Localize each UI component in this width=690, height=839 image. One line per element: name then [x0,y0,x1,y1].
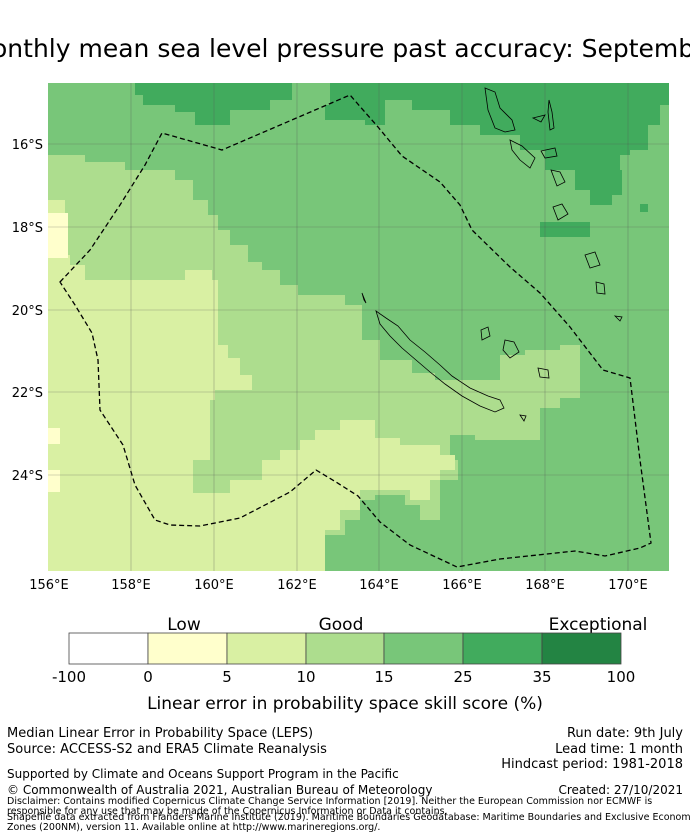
colorbar-swatches [68,632,622,665]
eez-boundary [59,94,652,568]
colorbar-tick: 10 [296,668,315,686]
map-title: onthly mean sea level pressure past accu… [0,34,690,63]
colorbar-tick: 15 [374,668,393,686]
product-description: Median Linear Error in Probability Space… [7,726,314,741]
skill-map: 16°S 18°S 20°S 22°S 24°S 156°E 158°E 160… [12,83,669,593]
disclaimer-line: Shapefile data extracted from Flanders M… [7,812,690,823]
lat-label: 24°S [12,469,43,484]
lat-label: 22°S [12,386,43,401]
data-source: Source: ACCESS-S2 and ERA5 Climate Reana… [7,742,327,757]
lon-label: 158°E [111,578,151,593]
support-note: Supported by Climate and Oceans Support … [7,767,399,781]
lead-time: Lead time: 1 month [555,742,683,757]
lat-label: 20°S [12,304,43,319]
colorbar: Low Good Exceptional -100 0 5 10 15 25 3… [52,615,648,714]
colorbar-tick: 5 [222,668,232,686]
lon-label: 162°E [277,578,317,593]
coastlines [361,87,623,422]
run-date: Run date: 9th July [566,726,683,741]
category-good: Good [319,615,364,635]
skill-region-very-good [325,83,669,205]
lat-label: 18°S [12,221,43,236]
lon-label: 168°E [525,578,565,593]
disclaimer-line: responsible for any use that may be made… [7,806,448,817]
colorbar-tick: 100 [607,668,636,686]
colorbar-tick: 35 [532,668,551,686]
colorbar-swatch [68,632,149,665]
colorbar-tick: 0 [143,668,153,686]
hindcast-period: Hindcast period: 1981-2018 [501,757,683,772]
category-exceptional: Exceptional [549,615,648,635]
colorbar-tick: -100 [52,668,86,686]
disclaimer-line: Disclaimer: Contains modified Copernicus… [7,796,653,807]
skill-region-very-good [135,83,292,125]
lat-label: 16°S [12,138,43,153]
skill-region-low [48,428,60,444]
colorbar-swatch [226,632,307,665]
copyright: © Commonwealth of Australia 2021, Austra… [7,783,433,797]
lon-label: 170°E [608,578,648,593]
disclaimer-line: Zones (200NM), version 11. Available onl… [7,822,381,833]
colorbar-swatch [462,632,543,665]
lon-label: 156°E [29,578,69,593]
skill-region-very-good [540,222,590,237]
created-date: Created: 27/10/2021 [558,783,683,797]
colorbar-tick: 25 [453,668,472,686]
lon-label: 160°E [194,578,234,593]
category-low: Low [167,615,201,635]
skill-region-low [48,470,60,492]
lon-label: 166°E [442,578,482,593]
map-gridlines [48,83,669,571]
skill-region-low [48,213,68,258]
skill-region-moderate [48,200,455,571]
colorbar-label: Linear error in probability space skill … [147,694,543,714]
colorbar-swatch [147,632,228,665]
lon-label: 164°E [359,578,399,593]
colorbar-swatch [541,632,622,665]
colorbar-swatch [383,632,464,665]
colorbar-swatch [305,632,385,665]
skill-region-very-good [640,204,648,212]
